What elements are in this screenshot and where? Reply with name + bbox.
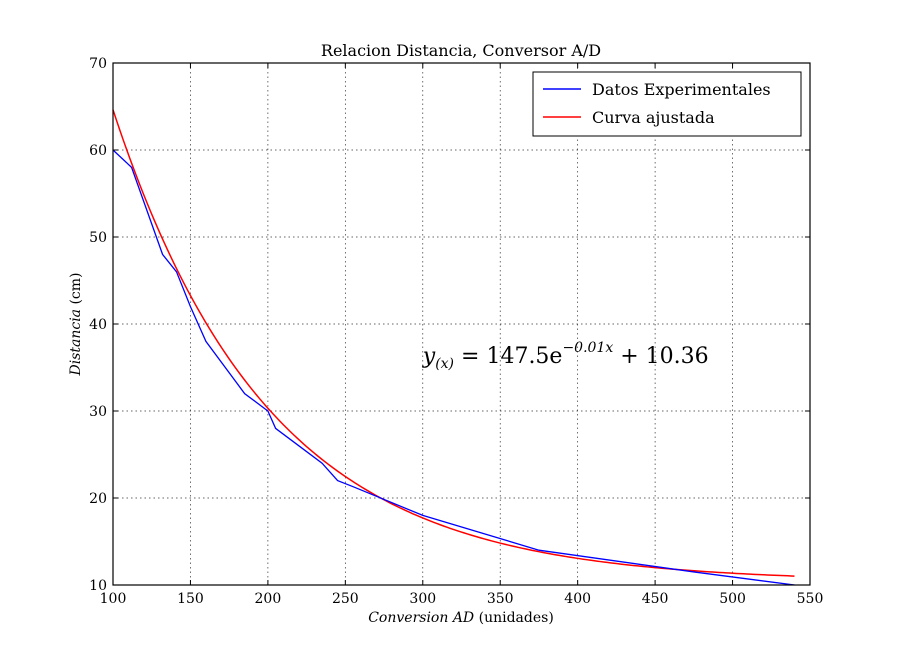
y-axis-label-unit: (cm) bbox=[68, 272, 84, 309]
y-tick-label: 10 bbox=[89, 578, 107, 594]
y-tick-label: 20 bbox=[89, 491, 107, 507]
x-tick-label: 350 bbox=[487, 591, 514, 607]
legend-box bbox=[532, 71, 802, 137]
tick-layer bbox=[112, 62, 811, 586]
fit-equation-annotation: y(x) = 147.5e−0.01x + 10.36 bbox=[422, 340, 709, 372]
y-axis-label: Distancia (cm) bbox=[68, 272, 84, 376]
x-axis-label-name: Conversion AD bbox=[368, 610, 474, 626]
x-tick-label: 250 bbox=[332, 591, 359, 607]
eq-tail: + 10.36 bbox=[613, 344, 708, 369]
y-axis-label-name: Distancia bbox=[68, 309, 84, 377]
eq-lhs-subscript: (x) bbox=[435, 356, 454, 372]
x-tick-label: 550 bbox=[797, 591, 824, 607]
legend-label-curva-ajustada: Curva ajustada bbox=[592, 108, 715, 127]
x-tick-label: 450 bbox=[642, 591, 669, 607]
series-line-datos-experimentales bbox=[112, 149, 795, 586]
grid-layer bbox=[113, 63, 810, 585]
x-axis-label: Conversion AD (unidades) bbox=[368, 610, 554, 626]
legend: Datos Experimentales Curva ajustada bbox=[532, 71, 802, 137]
y-tick-label: 40 bbox=[89, 317, 107, 333]
x-tick-labels: 100 150 200 250 300 350 400 450 500 550 bbox=[100, 591, 824, 607]
y-tick-label: 70 bbox=[89, 56, 107, 72]
eq-lhs: y bbox=[422, 344, 436, 369]
legend-label-datos-experimentales: Datos Experimentales bbox=[592, 80, 771, 99]
series-layer bbox=[112, 109, 795, 586]
x-tick-label: 100 bbox=[100, 591, 127, 607]
x-tick-label: 300 bbox=[409, 591, 436, 607]
x-tick-label: 400 bbox=[564, 591, 591, 607]
eq-body: = 147.5e bbox=[454, 344, 562, 369]
x-tick-label: 500 bbox=[719, 591, 746, 607]
y-tick-label: 50 bbox=[89, 230, 107, 246]
eq-exponent: −0.01x bbox=[562, 340, 613, 356]
x-axis-label-unit: (unidades) bbox=[474, 610, 554, 626]
x-tick-label: 150 bbox=[177, 591, 204, 607]
y-tick-labels: 10 20 30 40 50 60 70 bbox=[89, 56, 107, 594]
y-tick-label: 60 bbox=[89, 143, 107, 159]
y-tick-label: 30 bbox=[89, 404, 107, 420]
chart-title: Relacion Distancia, Conversor A/D bbox=[321, 41, 601, 60]
x-tick-label: 200 bbox=[255, 591, 282, 607]
